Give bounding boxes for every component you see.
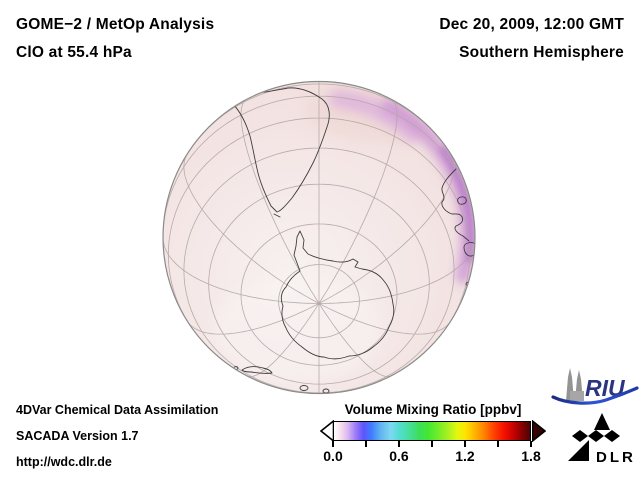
coast-top-fragment-2 [401, 90, 418, 100]
coast-island-right [463, 242, 475, 257]
coast-top-fragment-1 [369, 84, 388, 88]
colorbar-underflow-arrow [320, 420, 334, 442]
coast-islet-2 [299, 385, 309, 391]
coast-islet-3 [322, 388, 330, 393]
colorbar-minor-tick [332, 441, 334, 447]
colorbar-gradient [333, 421, 531, 441]
plot-title-line2: ClO at 55.4 hPa [16, 44, 132, 61]
coast-island-chain [241, 366, 273, 374]
colorbar-minor-tick [530, 441, 532, 447]
riu-logo-text: RIU [585, 375, 626, 401]
coast-south-america [207, 87, 330, 213]
colorbar-tick-label: 0.6 [389, 448, 409, 464]
dlr-logo: DLR [568, 413, 636, 466]
colorbar-minor-tick [497, 441, 499, 447]
riu-swoosh-icon [551, 386, 639, 405]
coast-right-limb [441, 168, 470, 242]
colorbar-minor-tick [364, 441, 367, 447]
colorbar-tick-label: 1.8 [521, 448, 541, 464]
credit-line2: SACADA Version 1.7 [16, 429, 139, 443]
coast-limb-fragment-2 [472, 204, 475, 213]
plot-date-block: Dec 20, 2009, 12:00 GMT Southern Hemisph… [439, 11, 624, 67]
coast-top-fragment-3 [427, 116, 441, 129]
dlr-emblem-icon [568, 413, 620, 461]
colorbar-minor-tick [463, 441, 466, 447]
colorbar-title: Volume Mixing Ratio [ppbv] [344, 402, 522, 417]
colorbar: Volume Mixing Ratio [ppbv] 0.0 0.6 1.2 1.8 [320, 402, 546, 474]
credit-url: http://wdc.dlr.de [16, 455, 112, 469]
credit-block: 4DVar Chemical Data Assimilation SACADA … [16, 397, 218, 475]
credit-line1: 4DVar Chemical Data Assimilation [16, 403, 219, 417]
dlr-logo-text: DLR [596, 449, 636, 466]
plot-title-line1: GOME−2 / MetOp Analysis [16, 16, 215, 33]
colorbar-labels: 0.0 0.6 1.2 1.8 [323, 448, 540, 466]
riu-cathedral-icon [566, 368, 584, 401]
colorbar-minor-tick [397, 441, 400, 447]
globe-limb [162, 80, 476, 395]
graticule [163, 82, 475, 393]
colorbar-overflow-arrow [532, 420, 546, 442]
colorbar-tick-label: 1.2 [455, 448, 475, 464]
coast-tierra-del-fuego [273, 213, 281, 218]
plot-date: Dec 20, 2009, 12:00 GMT [439, 16, 624, 33]
colorbar-ticks [332, 441, 532, 448]
colorbar-tick-label: 0.0 [323, 448, 343, 464]
plot-region: Southern Hemisphere [459, 44, 624, 61]
colorbar-minor-tick [431, 441, 433, 447]
riu-logo: RIU [551, 368, 639, 405]
plot-title-block: GOME−2 / MetOp Analysis ClO at 55.4 hPa [16, 11, 214, 67]
coast-inner-loop [457, 196, 467, 205]
coast-antarctica [280, 230, 395, 360]
coast-limb-fragment-1 [476, 182, 480, 196]
